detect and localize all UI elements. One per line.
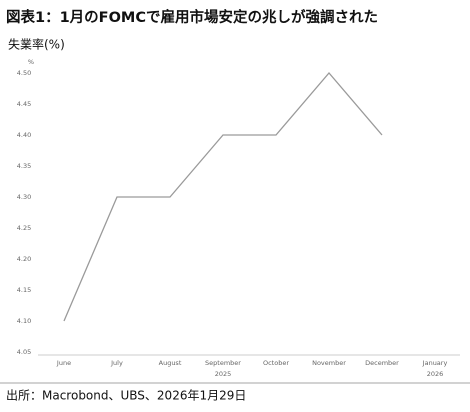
x-year-label: 2026 [427, 370, 444, 378]
x-tick-label: December [365, 359, 399, 367]
y-tick-label: 4.50 [17, 69, 31, 77]
x-year-label: 2025 [215, 370, 232, 378]
line-series [63, 71, 383, 322]
x-tick-label: October [263, 359, 289, 367]
y-unit: % [28, 58, 34, 66]
y-tick-label: 4.30 [17, 193, 31, 201]
y-tick-label: 4.05 [17, 348, 31, 356]
x-tick-label: August [159, 359, 182, 367]
y-tick-label: 4.25 [17, 224, 31, 232]
y-tick-label: 4.35 [17, 162, 31, 170]
x-tick-label: July [110, 359, 123, 367]
y-tick-label: 4.45 [17, 100, 31, 108]
source: 出所：Macrobond、UBS、2026年1月29日 [6, 389, 246, 403]
x-tick-label: June [56, 359, 71, 367]
chart-title: 図表1：1月のFOMCで雇用市場安定の兆しが強調された [6, 8, 378, 26]
chart-subtitle: 失業率(%) [8, 37, 65, 52]
y-tick-label: 4.10 [17, 317, 31, 325]
y-tick-label: 4.15 [17, 286, 31, 294]
y-tick-label: 4.40 [17, 131, 31, 139]
y-tick-label: 4.20 [17, 255, 31, 263]
x-tick-label: September [205, 359, 241, 367]
x-tick-label: November [312, 359, 346, 367]
x-tick-label: January [422, 359, 448, 367]
